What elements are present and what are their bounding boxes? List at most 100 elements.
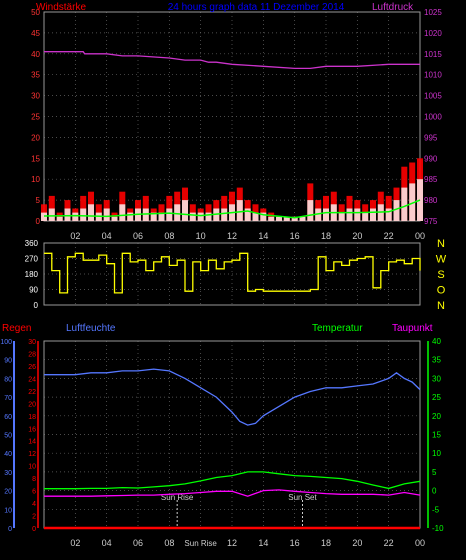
chart-title: 24 hours graph data 11 Dezember 2014 <box>168 2 345 13</box>
wind-bar <box>41 212 47 221</box>
wind-bar <box>48 208 55 221</box>
x-tick-label: 04 <box>102 231 112 241</box>
y-tick-direction: 270 <box>25 255 39 264</box>
x-tick-label: Sun Rise <box>184 539 217 548</box>
y-tick-temperature: 35 <box>432 356 441 365</box>
pressure-label: Luftdruck <box>372 2 414 13</box>
y-tick-wind: 25 <box>31 113 40 122</box>
climate-grid <box>43 340 421 529</box>
x-tick-label: 20 <box>352 538 362 548</box>
y-tick-rain: 20 <box>28 401 36 408</box>
y-tick-pressure: 980 <box>424 196 438 205</box>
wind-bar <box>323 208 329 221</box>
gust-bar <box>385 195 392 221</box>
humidity-label: Luftfeuchte <box>66 323 116 334</box>
x-tick-label: 04 <box>102 538 112 548</box>
x-tick-label: 14 <box>258 538 268 548</box>
y-tick-temperature: 25 <box>432 393 441 402</box>
x-tick-label: 18 <box>321 231 331 241</box>
direction-grid <box>43 242 421 306</box>
y-tick-wind: 0 <box>36 217 41 226</box>
wind-bar <box>221 208 228 221</box>
gust-bar <box>166 195 173 221</box>
y-tick-rain: 28 <box>28 351 36 358</box>
y-tick-direction: 90 <box>29 286 38 295</box>
y-tick-rain: 22 <box>28 389 36 396</box>
gust-bar <box>346 195 353 221</box>
y-tick-wind: 20 <box>31 133 40 142</box>
wind-bar <box>338 212 345 221</box>
y-tick-pressure: 1020 <box>424 29 442 38</box>
dewpoint-line <box>44 489 421 497</box>
wind-bar <box>354 208 361 221</box>
y-tick-rain: 12 <box>28 451 36 458</box>
y-tick-rain: 24 <box>28 376 36 383</box>
y-tick-humidity: 50 <box>4 433 12 440</box>
wind-direction-line <box>44 252 421 294</box>
wind-grid <box>43 11 421 222</box>
dewpoint-label: Taupunkt <box>392 323 433 334</box>
y-tick-rain: 18 <box>28 414 36 421</box>
x-tick-label: 08 <box>164 538 174 548</box>
compass-label: W <box>436 254 447 266</box>
x-tick-label: 00 <box>415 538 425 548</box>
y-tick-temperature: 0 <box>432 487 437 496</box>
wind-bar <box>299 216 306 221</box>
wind-bar <box>150 212 157 221</box>
x-tick-label: 16 <box>290 231 300 241</box>
temperature-line <box>44 471 421 490</box>
y-tick-pressure: 1025 <box>424 8 442 17</box>
y-tick-rain: 16 <box>28 426 36 433</box>
y-tick-humidity: 90 <box>4 358 12 365</box>
y-tick-humidity: 20 <box>4 489 12 496</box>
wind-bar <box>291 216 298 221</box>
wind-bar <box>119 204 126 221</box>
y-tick-pressure: 1015 <box>424 50 442 59</box>
wind-bar <box>244 208 251 221</box>
wind-bar <box>260 212 267 221</box>
wind-bar <box>276 216 282 221</box>
wind-bar <box>236 200 243 221</box>
y-tick-rain: 30 <box>28 339 36 346</box>
y-tick-wind: 15 <box>31 154 40 163</box>
y-tick-humidity: 10 <box>4 507 12 514</box>
wind-bar <box>409 183 416 221</box>
wind-bar <box>252 212 259 221</box>
y-tick-rain: 10 <box>28 464 36 471</box>
y-tick-pressure: 985 <box>424 175 438 184</box>
wind-bar <box>307 200 314 221</box>
x-tick-label: 16 <box>290 538 300 548</box>
wind-bar <box>283 216 290 221</box>
gust-bar <box>48 195 55 221</box>
y-tick-temperature: 5 <box>432 468 437 477</box>
wind-bar <box>166 208 173 221</box>
gust-bar <box>142 195 149 221</box>
wind-bar <box>158 212 165 221</box>
y-tick-wind: 30 <box>31 92 40 101</box>
wind-bar <box>268 216 275 221</box>
x-tick-label: 14 <box>258 231 268 241</box>
x-tick-label: 06 <box>133 231 143 241</box>
y-tick-temperature: -10 <box>432 524 444 533</box>
wind-bar <box>401 187 408 221</box>
wind-bar <box>72 212 79 221</box>
y-tick-wind: 10 <box>31 175 40 184</box>
humidity-line <box>44 368 421 426</box>
y-tick-temperature: 30 <box>432 374 441 383</box>
y-tick-temperature: 20 <box>432 412 441 421</box>
wind-bar <box>189 212 196 221</box>
y-tick-direction: 0 <box>34 301 39 310</box>
pressure-line <box>44 51 420 70</box>
x-tick-label: 08 <box>164 231 174 241</box>
y-tick-humidity: 80 <box>4 376 12 383</box>
wind-bar <box>127 212 134 221</box>
x-tick-label: 02 <box>70 231 80 241</box>
wind-bar <box>182 200 188 221</box>
y-tick-rain: 0 <box>32 526 36 533</box>
y-tick-rain: 26 <box>28 364 36 371</box>
y-tick-wind: 5 <box>36 196 41 205</box>
compass-label: O <box>437 285 446 297</box>
x-tick-label: 12 <box>227 231 237 241</box>
sun-marker-label: Sun Rise <box>161 493 194 502</box>
